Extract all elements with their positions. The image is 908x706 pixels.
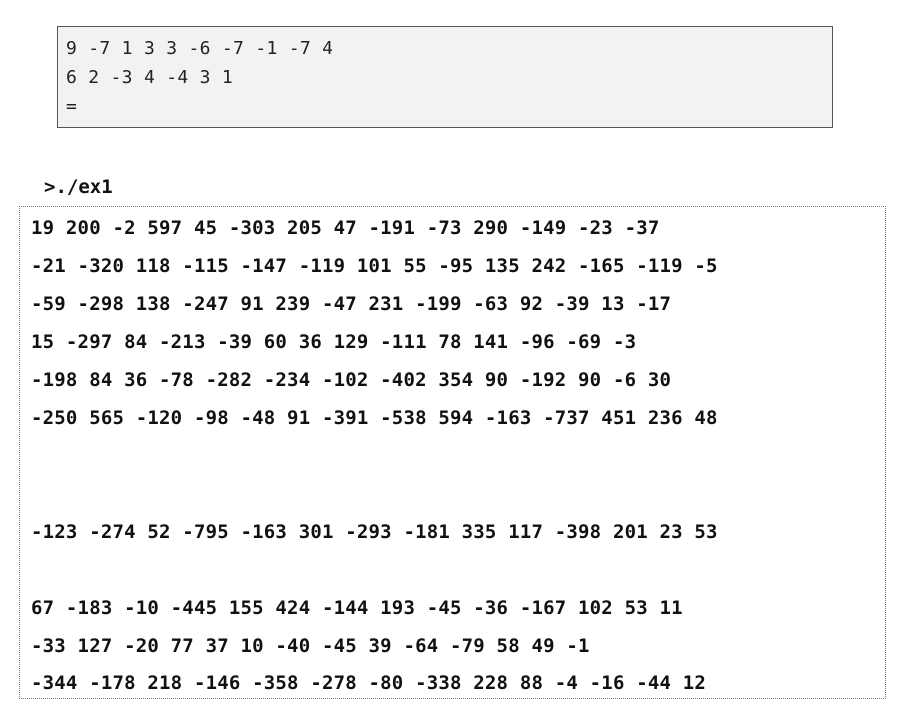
output-line-5: -198 84 36 -78 -282 -234 -102 -402 354 9… xyxy=(31,369,672,391)
output-line-3: -59 -298 138 -247 91 239 -47 231 -199 -6… xyxy=(31,293,672,315)
output-line-6: -250 565 -120 -98 -48 91 -391 -538 594 -… xyxy=(31,407,718,429)
input-code-block: 9 -7 1 3 3 -6 -7 -1 -7 4 6 2 -3 4 -4 3 1… xyxy=(57,26,833,128)
output-line-4: 15 -297 84 -213 -39 60 36 129 -111 78 14… xyxy=(31,331,637,353)
output-line-2: -21 -320 118 -115 -147 -119 101 55 -95 1… xyxy=(31,255,718,277)
output-line-9: -33 127 -20 77 37 10 -40 -45 39 -64 -79 … xyxy=(31,635,590,657)
input-line-3: = xyxy=(66,96,78,117)
output-line-10: -344 -178 218 -146 -358 -278 -80 -338 22… xyxy=(31,672,707,694)
input-line-2: 6 2 -3 4 -4 3 1 xyxy=(66,67,234,88)
output-line-7: -123 -274 52 -795 -163 301 -293 -181 335… xyxy=(31,521,718,543)
command-prompt: >./ex1 xyxy=(44,176,113,198)
input-line-1: 9 -7 1 3 3 -6 -7 -1 -7 4 xyxy=(66,38,334,59)
output-block: 19 200 -2 597 45 -303 205 47 -191 -73 29… xyxy=(19,206,886,699)
output-line-1: 19 200 -2 597 45 -303 205 47 -191 -73 29… xyxy=(31,217,660,239)
output-line-8: 67 -183 -10 -445 155 424 -144 193 -45 -3… xyxy=(31,597,683,619)
